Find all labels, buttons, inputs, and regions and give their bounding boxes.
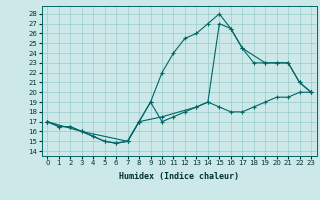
X-axis label: Humidex (Indice chaleur): Humidex (Indice chaleur) (119, 172, 239, 181)
